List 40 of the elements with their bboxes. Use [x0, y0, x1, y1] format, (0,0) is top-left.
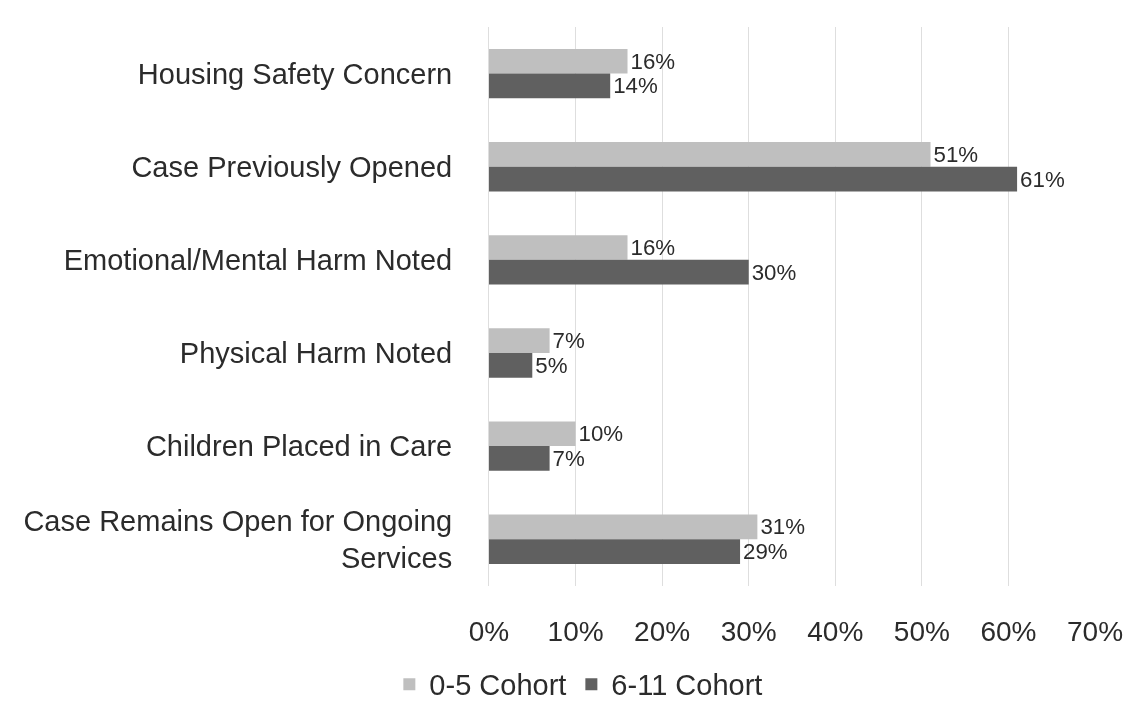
x-tick-label: 60% [980, 615, 1037, 647]
legend-label: 0-5 Cohort [429, 669, 567, 702]
data-label: 16% [630, 235, 676, 261]
bar [489, 259, 749, 285]
x-tick-label: 40% [807, 615, 864, 647]
x-tick-label: 70% [1066, 615, 1124, 647]
data-label: 5% [535, 352, 568, 378]
y-tick-label: Emotional/Mental Harm Noted [63, 244, 453, 276]
bar [489, 421, 576, 447]
data-label: 10% [578, 421, 624, 447]
data-label: 61% [1020, 166, 1065, 192]
bar [489, 73, 611, 99]
y-tick-label: Case Previously Opened [131, 150, 453, 183]
bar [489, 235, 628, 260]
x-tick-label: 20% [634, 615, 691, 647]
data-label: 31% [760, 514, 806, 540]
bar [489, 142, 931, 167]
y-tick-label: Children Placed in Care [145, 430, 453, 463]
x-tick-label: 10% [547, 615, 604, 647]
bar [489, 539, 741, 564]
y-tick-label: Case Remains Open for Ongoing Services [23, 504, 453, 575]
data-label: 7% [552, 446, 585, 472]
y-tick-label: Housing Safety Concern [137, 57, 453, 90]
bar [489, 328, 550, 353]
bar [489, 446, 550, 471]
data-label: 7% [552, 328, 585, 354]
y-tick-label: Physical Harm Noted [179, 337, 453, 370]
x-tick-label: 30% [720, 615, 777, 647]
data-label: 30% [751, 259, 797, 285]
legend-label: 6-11 Cohort [611, 669, 763, 702]
data-label: 51% [933, 141, 979, 167]
bar [489, 352, 533, 378]
data-label: 14% [613, 73, 658, 99]
data-label: 29% [743, 539, 788, 565]
x-tick-label: 0% [468, 615, 510, 647]
x-tick-label: 50% [893, 615, 950, 647]
bar [489, 514, 758, 540]
bar [489, 166, 1018, 192]
bar [489, 48, 628, 74]
data-label: 16% [630, 48, 676, 74]
